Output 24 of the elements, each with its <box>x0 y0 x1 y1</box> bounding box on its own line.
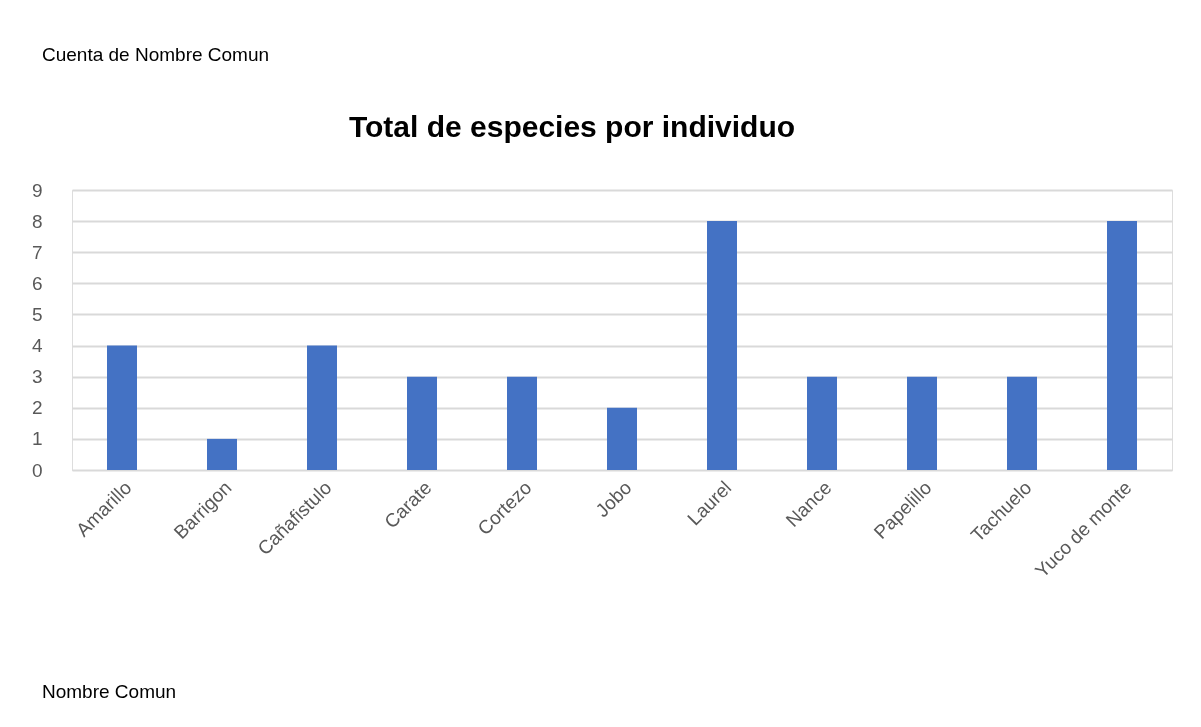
y-tick-label: 5 <box>31 303 43 325</box>
y-tick-label: 6 <box>31 272 43 294</box>
y-tick-label: 3 <box>31 366 43 388</box>
bar <box>507 376 537 470</box>
y-tick-label: 0 <box>31 459 43 481</box>
y-tick-label: 7 <box>31 241 43 263</box>
y-tick-label: 1 <box>31 428 43 450</box>
text: Nombre Comun <box>42 681 177 702</box>
chart-title: Total de especies por individuo <box>348 110 796 143</box>
y-tick-label: 8 <box>31 210 43 232</box>
y-tick-label: 2 <box>31 397 43 419</box>
bar <box>107 345 137 470</box>
bar <box>907 376 937 470</box>
bar <box>407 376 437 470</box>
bar <box>707 221 737 470</box>
bar <box>607 407 637 470</box>
y-tick-label: 4 <box>31 335 43 357</box>
bar <box>1107 221 1137 470</box>
text: Cuenta de Nombre Comun <box>42 44 270 65</box>
bar <box>807 376 837 470</box>
bar <box>1007 376 1037 470</box>
y-tick-label: 9 <box>31 179 43 201</box>
bar <box>307 345 337 470</box>
bar <box>207 438 237 470</box>
